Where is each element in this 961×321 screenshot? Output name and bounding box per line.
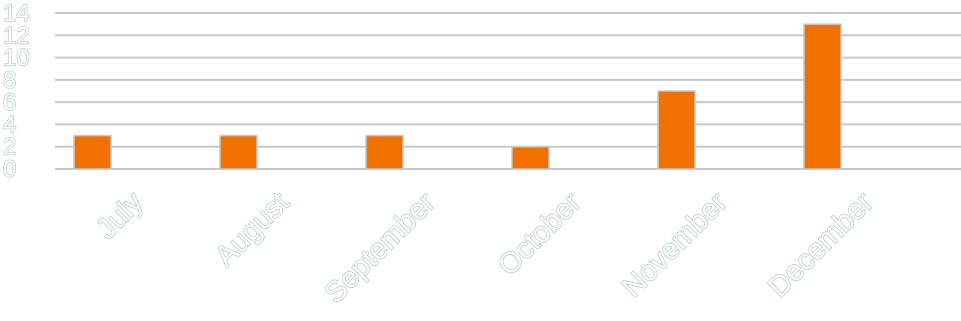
x-tick-label: October [492,186,588,282]
bars [73,23,842,170]
y-tick-label: 4 [3,111,16,138]
x-tick-label: August [209,186,295,272]
bar-september [365,134,404,170]
y-tick-label: 14 [3,0,30,27]
y-tick-label: 0 [3,156,16,183]
y-tick-label: 10 [3,45,30,72]
bar-december [803,23,842,170]
bar-november [657,90,696,170]
bar-august [219,134,258,170]
x-tick-label: September [319,186,442,309]
bar-july [73,134,112,170]
x-tick-label: December [762,186,879,303]
y-tick-label: 12 [3,22,30,49]
y-tick-label: 6 [3,89,16,116]
gridlines [55,12,961,170]
y-tick-label: 2 [3,134,16,161]
bar-october [511,145,550,170]
x-tick-label: July [90,186,149,245]
y-tick-label: 8 [3,67,16,94]
x-tick-label: November [616,186,733,303]
x-axis-category-labels: July August September October November Decemb… [90,185,881,310]
